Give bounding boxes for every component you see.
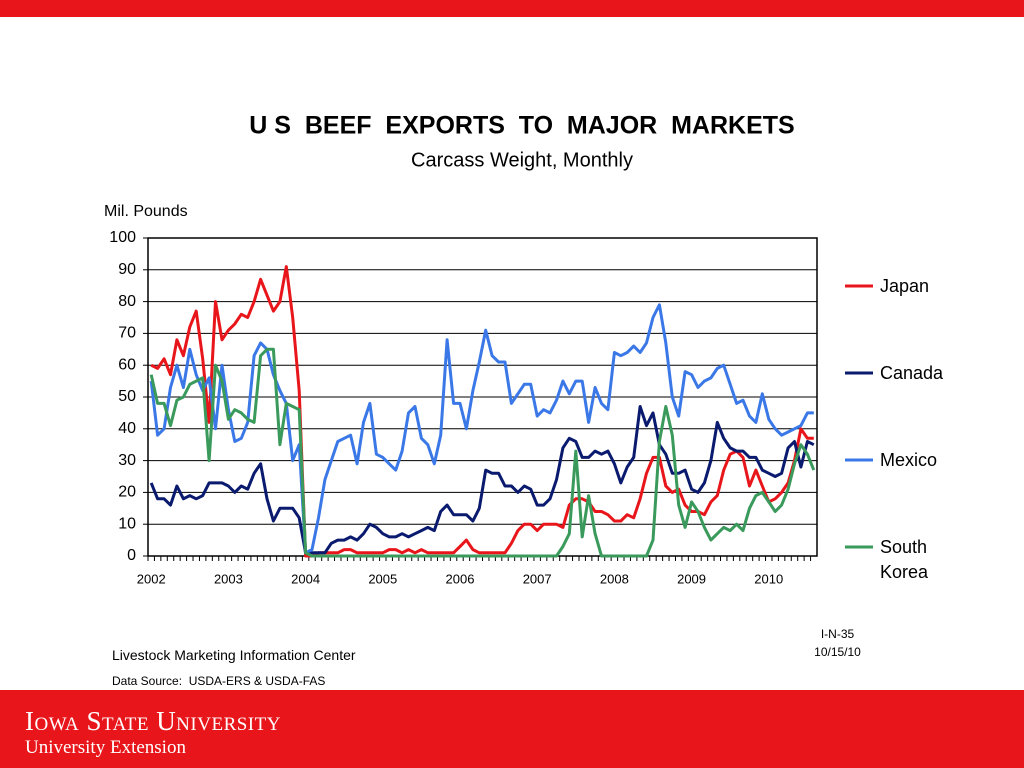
y-tick-label: 40 <box>118 420 136 437</box>
chart-title: U S BEEF EXPORTS TO MAJOR MARKETS <box>249 112 794 140</box>
x-tick-label: 2003 <box>214 571 243 586</box>
y-tick-label: 80 <box>118 293 136 310</box>
source-org: Livestock Marketing Information Center <box>112 647 356 663</box>
y-tick-label: 50 <box>118 388 136 405</box>
x-tick-label: 2002 <box>137 571 166 586</box>
chart-subtitle: Carcass Weight, Monthly <box>411 149 633 171</box>
x-tick-label: 2008 <box>600 571 629 586</box>
unit-name: University Extension <box>25 737 186 758</box>
footer-bar: Iowa State University University Extensi… <box>0 690 1024 768</box>
chart-id: I-N-35 <box>820 627 855 641</box>
university-name: Iowa State University <box>25 706 281 736</box>
y-tick-label: 10 <box>118 515 136 532</box>
y-tick-label: 60 <box>118 356 136 373</box>
x-tick-label: 2006 <box>446 571 475 586</box>
series-line <box>149 303 814 555</box>
slide-date: 10/15/10 <box>814 645 861 659</box>
y-tick-label: 30 <box>118 452 136 469</box>
legend-label: Japan <box>880 276 930 296</box>
y-axis-label: Mil. Pounds <box>104 203 188 220</box>
x-tick-label: 2007 <box>523 571 552 586</box>
y-tick-label: 20 <box>118 484 136 501</box>
legend-label: South Korea <box>880 537 929 582</box>
series-line <box>149 347 816 558</box>
x-tick-label: 2009 <box>677 571 706 586</box>
chart: U S BEEF EXPORTS TO MAJOR MARKETS Carcas… <box>104 112 873 586</box>
y-tick-label: 90 <box>118 261 136 278</box>
x-tick-label: 2010 <box>754 571 783 586</box>
x-tick-label: 2004 <box>291 571 320 586</box>
y-tick-label: 70 <box>118 325 136 342</box>
y-tick-label: 100 <box>109 229 136 246</box>
legend-label: Canada <box>880 363 944 383</box>
legend-label: Mexico <box>880 450 938 470</box>
series-line <box>150 265 814 558</box>
series-line <box>149 405 815 555</box>
y-tick-label: 0 <box>127 547 136 564</box>
top-bar <box>0 0 1024 17</box>
data-source: Data Source: USDA-ERS & USDA-FAS <box>112 674 326 688</box>
x-tick-label: 2005 <box>368 571 397 586</box>
slide-meta: I-N-35 10/15/10 <box>780 625 895 661</box>
